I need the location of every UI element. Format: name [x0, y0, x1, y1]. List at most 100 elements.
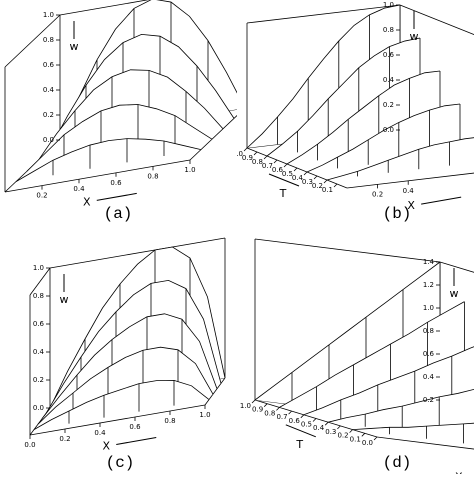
t-tick	[361, 433, 366, 437]
x-tick-label: 1.0	[199, 411, 210, 419]
t-tick-label: 1.0	[240, 402, 251, 410]
z-axis-title: w	[410, 30, 419, 43]
z-tick-label: 0.4	[33, 348, 45, 356]
z-tick-label: 0.2	[423, 396, 434, 404]
t-tick-label: 0.5	[282, 170, 293, 178]
t-tick	[337, 425, 341, 430]
z-tick-label: 0.8	[383, 26, 394, 34]
t-tick-label: 0.4	[292, 174, 304, 182]
t-tick-label: 0.4	[313, 424, 325, 432]
box-edge	[29, 267, 51, 296]
panel: 0.20.40.60.81.01.21.41.0 0.9 0.8 0.7 0.6 0.5 0…	[240, 238, 474, 474]
t-tick-label: 0.3	[302, 178, 313, 186]
box-edge	[254, 238, 441, 263]
z-tick-label: 0.2	[33, 376, 44, 384]
box-edge	[4, 159, 191, 193]
t-tick	[263, 155, 268, 160]
t-tick-label: 0.1	[350, 435, 361, 443]
surface-curve	[306, 103, 461, 173]
z-tick-label: 0.4	[383, 76, 395, 84]
x-tick-label: 0.2	[59, 435, 70, 443]
x-tick-label: 0.6	[129, 423, 141, 431]
z-axis-title: w	[70, 40, 79, 53]
x-tick-label: 0.4	[94, 429, 106, 437]
t-tick-label: 0.9	[252, 406, 263, 414]
x-axis-title: X	[407, 199, 415, 212]
z-tick-label: 0.8	[43, 36, 54, 44]
x-tick-label: 0.4	[403, 187, 415, 195]
t-tick	[276, 407, 280, 411]
panel-label: (a)	[104, 205, 133, 223]
x-tick-label: 0.2	[36, 192, 47, 200]
t-axis-title: T	[279, 187, 287, 200]
t-tick	[300, 414, 305, 419]
t-tick-label: 0.9	[242, 154, 253, 162]
box-edge	[376, 436, 474, 450]
z-tick-label: 0.6	[383, 51, 395, 59]
surface-curve	[33, 379, 210, 430]
x-axis-arrow	[421, 196, 462, 205]
surface-curve	[59, 0, 237, 141]
t-tick-label: 0.6	[289, 417, 301, 425]
z-axis-title: w	[450, 287, 459, 300]
surface-curve	[352, 422, 474, 430]
surface-curve	[37, 346, 214, 425]
t-tick-label: 0.8	[264, 409, 275, 417]
z-tick-label: 0.0	[43, 136, 54, 144]
x-tick-label: 0.0	[24, 441, 35, 449]
x-axis-arrow	[116, 437, 157, 445]
t-tick-label: 0.3	[325, 428, 336, 436]
surface-curve	[246, 4, 401, 149]
z-tick-label: 1.0	[43, 11, 54, 19]
panel: 0.00.20.40.60.81.00.2 0.41.00.90.80.70.60…	[232, 1, 474, 223]
box-edge	[4, 14, 61, 68]
t-tick-label: 1.0	[232, 150, 243, 158]
z-tick-label: 0.6	[423, 350, 435, 358]
t-tick	[263, 403, 268, 407]
z-tick-label: 1.0	[33, 264, 44, 272]
surface-curve	[15, 138, 202, 182]
surface-fill	[16, 138, 201, 182]
t-tick	[312, 418, 317, 422]
z-tick-label: 0.0	[33, 404, 44, 412]
x-axis-title: X	[455, 471, 463, 474]
surface-curve	[49, 246, 226, 409]
t-tick	[373, 436, 378, 441]
z-tick-label: 0.8	[33, 292, 44, 300]
t-tick	[243, 147, 248, 152]
x-tick-label: 0.8	[164, 417, 175, 425]
surface-curve	[326, 137, 474, 181]
t-tick-label: 0.1	[322, 186, 333, 194]
x-tick-label: 0.2	[372, 190, 383, 198]
t-tick	[253, 151, 258, 156]
t-tick	[251, 399, 256, 404]
t-tick-label: 0.7	[262, 162, 273, 170]
z-tick-label: 0.4	[423, 373, 435, 381]
t-tick-label: 0.5	[301, 421, 312, 429]
surface-curve	[26, 104, 213, 172]
z-tick-label: 0.0	[383, 126, 394, 134]
t-tick-label: 0.2	[337, 432, 348, 440]
surface-curve	[37, 69, 224, 162]
z-tick-label: 0.2	[383, 101, 394, 109]
t-axis-title: T	[295, 438, 303, 451]
x-tick-label: 0.4	[73, 185, 85, 193]
panel: 0.0 0.2 0.4 0.6 0.8 1.0 0.2 0.4 0.6 0.8 1.0 Xw (a)	[4, 0, 237, 223]
box-edge	[346, 172, 474, 189]
box-edge	[59, 0, 150, 16]
z-tick-label: 0.6	[43, 61, 55, 69]
x-tick-label: 0.8	[147, 172, 158, 180]
panel-label: (b)	[383, 205, 412, 223]
t-tick	[323, 179, 328, 184]
z-tick-label: 1.4	[423, 258, 435, 266]
t-tick	[293, 167, 298, 172]
t-tick-label: 0.2	[312, 182, 323, 190]
z-tick-label: 0.6	[33, 320, 45, 328]
surface-curve	[41, 313, 218, 420]
t-tick	[333, 183, 338, 188]
z-tick-label: 0.4	[43, 86, 55, 94]
panel-label: (c)	[106, 454, 135, 472]
z-tick-label: 1.2	[423, 281, 434, 289]
surface-curve	[45, 279, 222, 414]
